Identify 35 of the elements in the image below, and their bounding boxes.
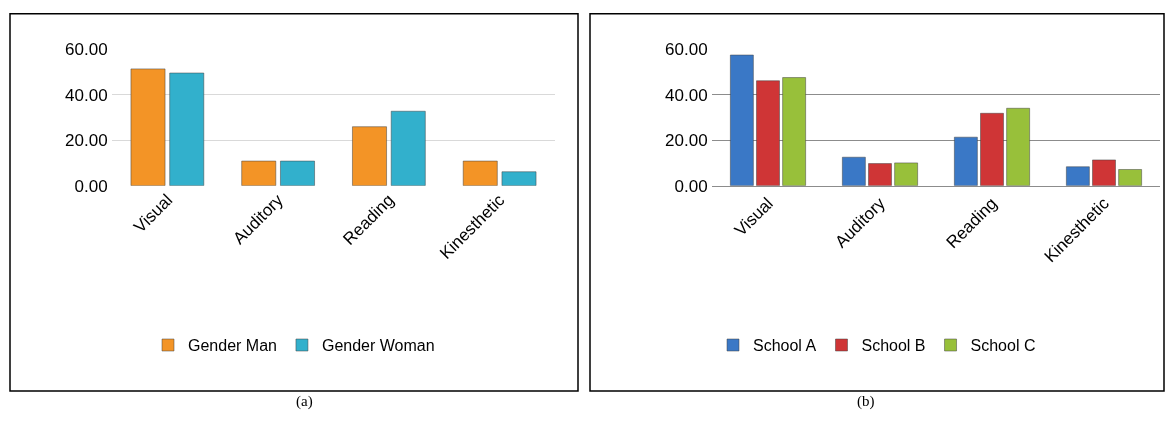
legend-label: Gender Man (188, 337, 277, 355)
text: (b) (857, 393, 875, 410)
y-tick-label: 40.00 (65, 85, 108, 105)
bar (980, 113, 1004, 186)
y-tick-label: 60.00 (665, 40, 708, 60)
bar (501, 171, 537, 186)
y-tick-label: 20.00 (65, 131, 108, 151)
y-tick-label: 0.00 (74, 176, 108, 196)
bar (1006, 108, 1030, 186)
legend-label: Gender Woman (321, 337, 435, 355)
bar (842, 156, 866, 186)
y-tick-label: 20.00 (665, 131, 708, 151)
bar (280, 160, 315, 186)
legend-label: School C (970, 337, 1036, 355)
bar (241, 160, 277, 186)
y-tick-label: 60.00 (65, 40, 108, 60)
y-tick-label: 40.00 (665, 85, 708, 105)
bar (1066, 166, 1090, 186)
bar (1092, 159, 1116, 186)
bar (894, 162, 918, 186)
bar (169, 72, 205, 186)
legend-label: School A (753, 337, 817, 355)
bar (730, 54, 754, 186)
bar (782, 77, 806, 186)
text: (a) (296, 393, 313, 410)
bar (390, 110, 426, 186)
bar (462, 160, 498, 186)
y-tick-label: 0.00 (674, 176, 708, 196)
bar (1118, 169, 1142, 186)
bar (756, 80, 780, 186)
bar (954, 136, 978, 186)
bar (868, 163, 892, 186)
bar (352, 126, 387, 186)
bar (130, 68, 166, 186)
legend-label: School B (861, 337, 926, 355)
